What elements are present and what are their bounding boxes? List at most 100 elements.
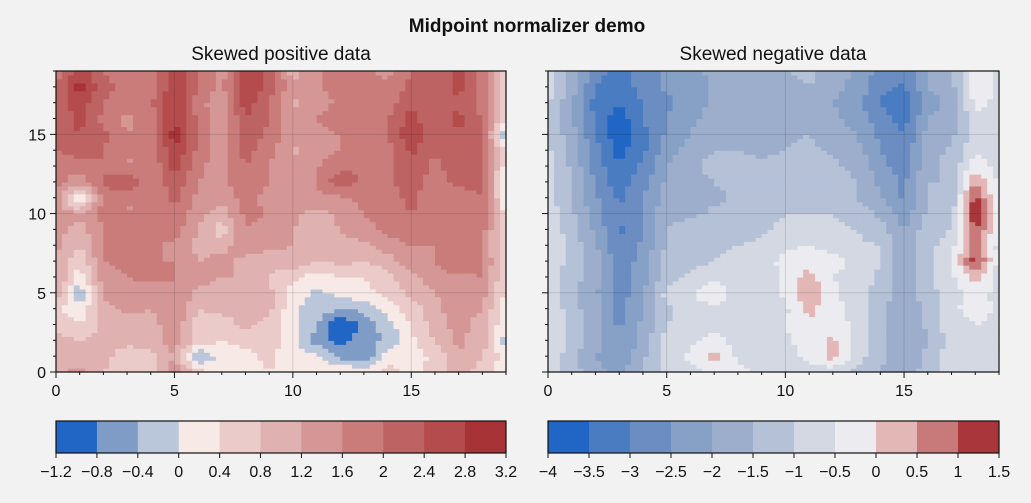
contour-cell [375,360,383,365]
contour-cell [452,257,460,262]
contour-cell [452,253,460,258]
contour-cell [476,288,483,294]
contour-cell [275,154,282,159]
contour-cell [316,189,324,195]
contour-cell [446,217,454,223]
contour-cell [239,249,247,254]
contour-cell [186,304,193,310]
contour-cell [316,134,324,139]
contour-cell [204,126,211,132]
contour-cell [363,364,371,369]
contour-cell [204,261,211,266]
contour-cell [328,177,335,183]
contour-cell [109,332,116,337]
contour-cell [192,201,199,207]
contour-cell [180,265,187,270]
contour-cell [227,328,235,333]
contour-cell [452,284,460,290]
contour-cell [168,126,176,132]
contour-cell [156,352,164,357]
contour-cell [399,348,406,353]
contour-cell [85,118,93,124]
contour-cell [79,249,87,254]
contour-cell [464,284,472,290]
contour-cell [257,142,264,147]
contour-cell [464,189,472,195]
contour-cell [174,185,181,191]
contour-cell [91,360,99,365]
contour-cell [79,276,87,282]
contour-cell [352,126,359,132]
contour-cell [399,308,406,314]
contour-cell [127,134,134,139]
contour-cell [239,177,247,183]
contour-cell [85,162,93,167]
contour-cell [352,233,359,238]
contour-cell [251,158,258,163]
contour-cell [221,280,229,286]
contour-cell [144,360,152,365]
contour-cell [328,185,335,191]
contour-cell [115,253,122,258]
contour-cell [121,265,128,270]
contour-cell [73,154,81,159]
contour-cell [138,276,146,282]
contour-cell [233,213,241,219]
contour-cell [328,300,335,306]
contour-cell [316,300,324,306]
contour-cell [399,173,406,179]
contour-cell [322,257,329,262]
contour-cell [138,320,146,326]
contour-cell [156,177,164,183]
contour-cell [150,217,158,223]
contour-cell [239,225,247,231]
contour-cell [310,177,318,183]
contour-cell [316,356,324,361]
contour-cell [198,122,205,128]
contour-cell [215,340,223,345]
contour-cell [115,209,122,215]
contour-cell [132,201,140,207]
contour-cell [411,276,418,282]
contour-cell [156,233,164,238]
contour-cell [180,177,187,183]
contour-cell [180,181,187,187]
contour-cell [275,114,282,120]
contour-cell [215,332,223,337]
contour-cell [109,134,116,139]
contour-cell [215,154,223,159]
contour-cell [91,368,99,373]
contour-cell [103,368,110,373]
contour-cell [357,340,365,345]
contour-cell [304,320,312,326]
contour-cell [85,146,93,151]
contour-cell [446,261,454,266]
contour-cell [482,292,489,298]
contour-cell [357,296,365,302]
contour-cell [221,364,229,369]
contour-cell [156,110,164,116]
contour-cell [198,173,205,179]
contour-cell [399,126,406,132]
contour-cell [121,209,128,215]
contour-cell [204,114,211,120]
contour-cell [174,233,181,238]
contour-cell [494,181,501,187]
contour-cell [269,288,276,294]
contour-cell [233,320,241,326]
contour-cell [381,177,389,183]
contour-cell [298,276,306,282]
contour-cell [127,213,134,219]
contour-cell [452,296,460,302]
contour-cell [452,308,460,314]
contour-cell [328,265,335,270]
contour-cell [269,249,276,254]
contour-cell [132,328,140,333]
contour-cell [316,304,324,310]
contour-cell [251,241,258,246]
contour-cell [322,241,329,246]
contour-cell [168,130,176,135]
contour-cell [458,233,466,238]
contour-cell [393,221,401,227]
contour-cell [239,185,247,191]
